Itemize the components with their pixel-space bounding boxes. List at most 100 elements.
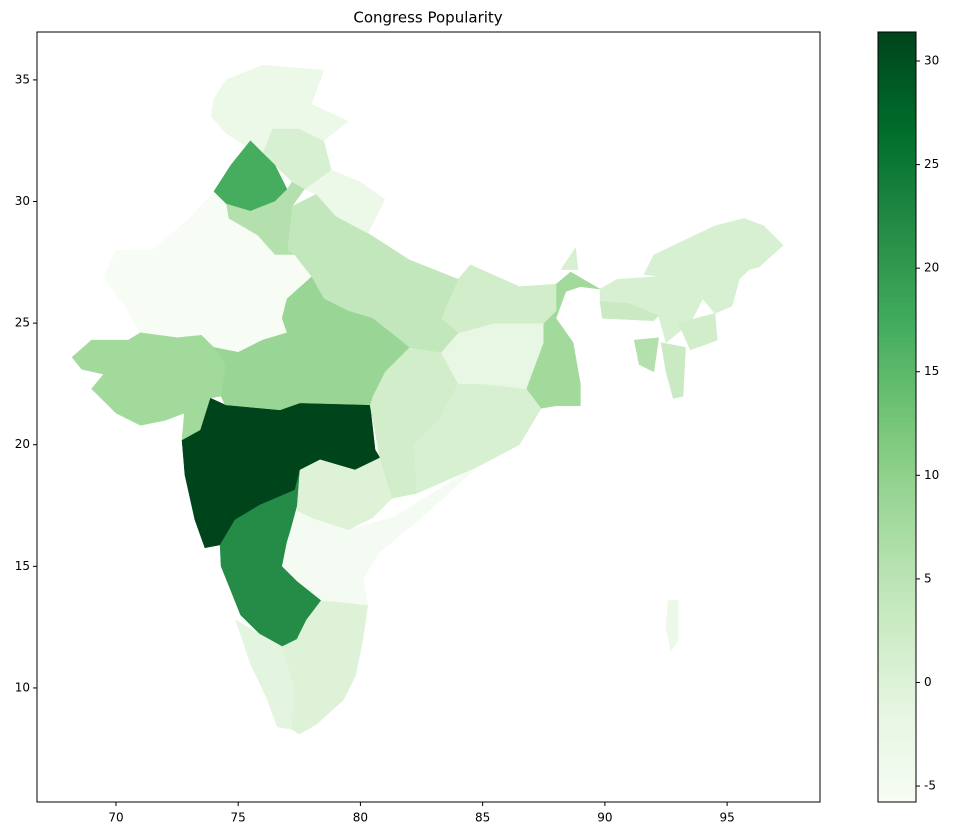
colorbar-swatch [878,742,916,748]
colorbar-swatch [878,547,916,553]
colorbar-swatch [878,62,916,68]
colorbar-swatch [878,682,916,688]
chart-title: Congress Popularity [353,9,502,27]
colorbar-swatch [878,597,916,603]
colorbar-swatch [878,537,916,543]
colorbar-tick-label: 5 [924,571,932,585]
colorbar-swatch [878,797,916,803]
x-tick-label: 75 [231,811,246,825]
x-tick-label: 80 [353,811,368,825]
region [440,264,557,334]
colorbar-swatch [878,787,916,793]
region [665,600,679,653]
colorbar-swatch [878,172,916,178]
colorbar-swatch [878,362,916,368]
colorbar-swatch [878,687,916,693]
plot-frame [36,31,821,803]
colorbar-swatch [878,692,916,698]
colorbar-swatch [878,232,916,238]
colorbar-swatch [878,737,916,743]
colorbar-swatch [878,662,916,668]
colorbar-swatch [878,587,916,593]
colorbar-swatch [878,227,916,233]
colorbar-swatch [878,277,916,283]
colorbar-swatch [878,432,916,438]
colorbar-swatch [878,647,916,653]
colorbar-swatch [878,557,916,563]
region [677,313,718,351]
colorbar-swatch [878,82,916,88]
colorbar-swatch [878,207,916,213]
colorbar-swatch [878,197,916,203]
colorbar-swatch [878,327,916,333]
colorbar-swatch [878,762,916,768]
colorbar-tick-label: 30 [924,54,939,68]
region [213,276,410,411]
colorbar-swatch [878,517,916,523]
map [71,65,784,735]
colorbar-swatch [878,582,916,588]
y-tick-label: 35 [15,72,30,86]
y-tick-label: 20 [15,437,30,451]
colorbar-swatch [878,42,916,48]
colorbar-swatch [878,622,916,628]
colorbar-swatch [878,527,916,533]
colorbar-swatch [878,257,916,263]
colorbar-swatch [878,307,916,313]
colorbar-swatch [878,782,916,788]
colorbar-swatch [878,657,916,663]
colorbar-swatch [878,377,916,383]
colorbar-tick-label: 20 [924,261,939,275]
colorbar-swatch [878,167,916,173]
colorbar-swatch [878,47,916,53]
colorbar [878,32,916,803]
colorbar-swatch [878,487,916,493]
colorbar-swatch [878,607,916,613]
colorbar-swatch [878,722,916,728]
colorbar-swatch [878,127,916,133]
x-tick-label: 90 [597,811,612,825]
colorbar-swatch [878,342,916,348]
colorbar-swatch [878,542,916,548]
colorbar-swatch [878,347,916,353]
colorbar-swatch [878,717,916,723]
colorbar-swatch [878,772,916,778]
colorbar-swatch [878,447,916,453]
colorbar-swatch [878,32,916,38]
x-tick-label: 70 [108,811,123,825]
colorbar-swatch [878,212,916,218]
colorbar-swatch [878,292,916,298]
colorbar-swatch [878,372,916,378]
colorbar-swatch [878,92,916,98]
colorbar-swatch [878,137,916,143]
colorbar-swatch [878,747,916,753]
colorbar-swatch [878,452,916,458]
colorbar-swatch [878,412,916,418]
colorbar-swatch [878,97,916,103]
colorbar-frame [877,31,917,803]
colorbar-swatch [878,52,916,58]
colorbar-swatch [878,312,916,318]
colorbar-swatch [878,217,916,223]
colorbar-swatch [878,727,916,733]
colorbar-swatch [878,117,916,123]
colorbar-swatch [878,572,916,578]
colorbar-swatch [878,677,916,683]
colorbar-swatch [878,707,916,713]
colorbar-tick-label: 25 [924,157,939,171]
colorbar-swatch [878,702,916,708]
colorbar-swatch [878,472,916,478]
colorbar-swatch [878,187,916,193]
colorbar-swatch [878,282,916,288]
colorbar-swatch [878,382,916,388]
colorbar-swatch [878,652,916,658]
colorbar-swatch [878,302,916,308]
colorbar-swatch [878,102,916,108]
y-tick-label: 10 [15,680,30,694]
colorbar-swatch [878,667,916,673]
colorbar-swatch [878,672,916,678]
colorbar-tick-label: 10 [924,468,939,482]
colorbar-swatch [878,502,916,508]
colorbar-swatch [878,442,916,448]
colorbar-swatch [878,272,916,278]
